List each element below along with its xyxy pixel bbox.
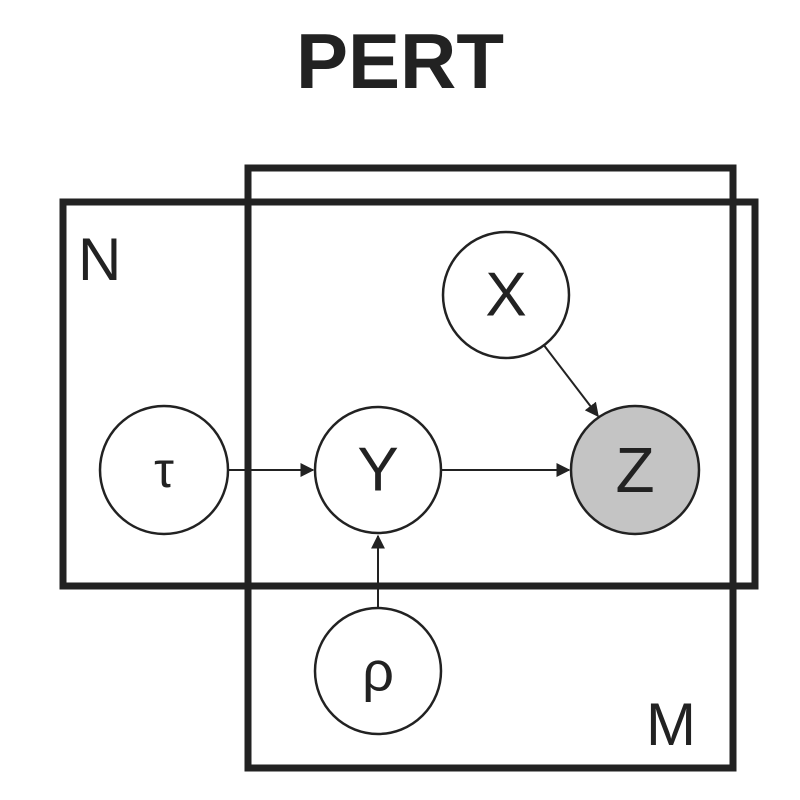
node-z-label: Z: [615, 434, 654, 506]
edge-x-to-z: [542, 343, 599, 418]
node-y-label: Y: [357, 436, 398, 505]
diagram-title: PERT: [296, 17, 504, 105]
node-x: X: [441, 230, 571, 360]
node-tau-label: τ: [154, 442, 174, 498]
node-rho: ρ: [313, 606, 443, 736]
node-x-circle: [441, 230, 571, 360]
node-rho-label: ρ: [362, 640, 394, 703]
plate-m-label: M: [646, 691, 696, 758]
plate-m: [244, 164, 737, 772]
plate-n-label: N: [78, 226, 121, 293]
node-x-label: X: [485, 261, 526, 330]
node-tau: τ: [98, 404, 230, 536]
node-y-circle: [313, 405, 443, 535]
node-z-circle: [569, 404, 701, 536]
node-tau-circle: [98, 404, 230, 536]
plate-n: [59, 198, 759, 590]
node-y: Y: [313, 405, 443, 535]
node-z: Z: [569, 404, 701, 536]
node-rho-circle: [313, 606, 443, 736]
